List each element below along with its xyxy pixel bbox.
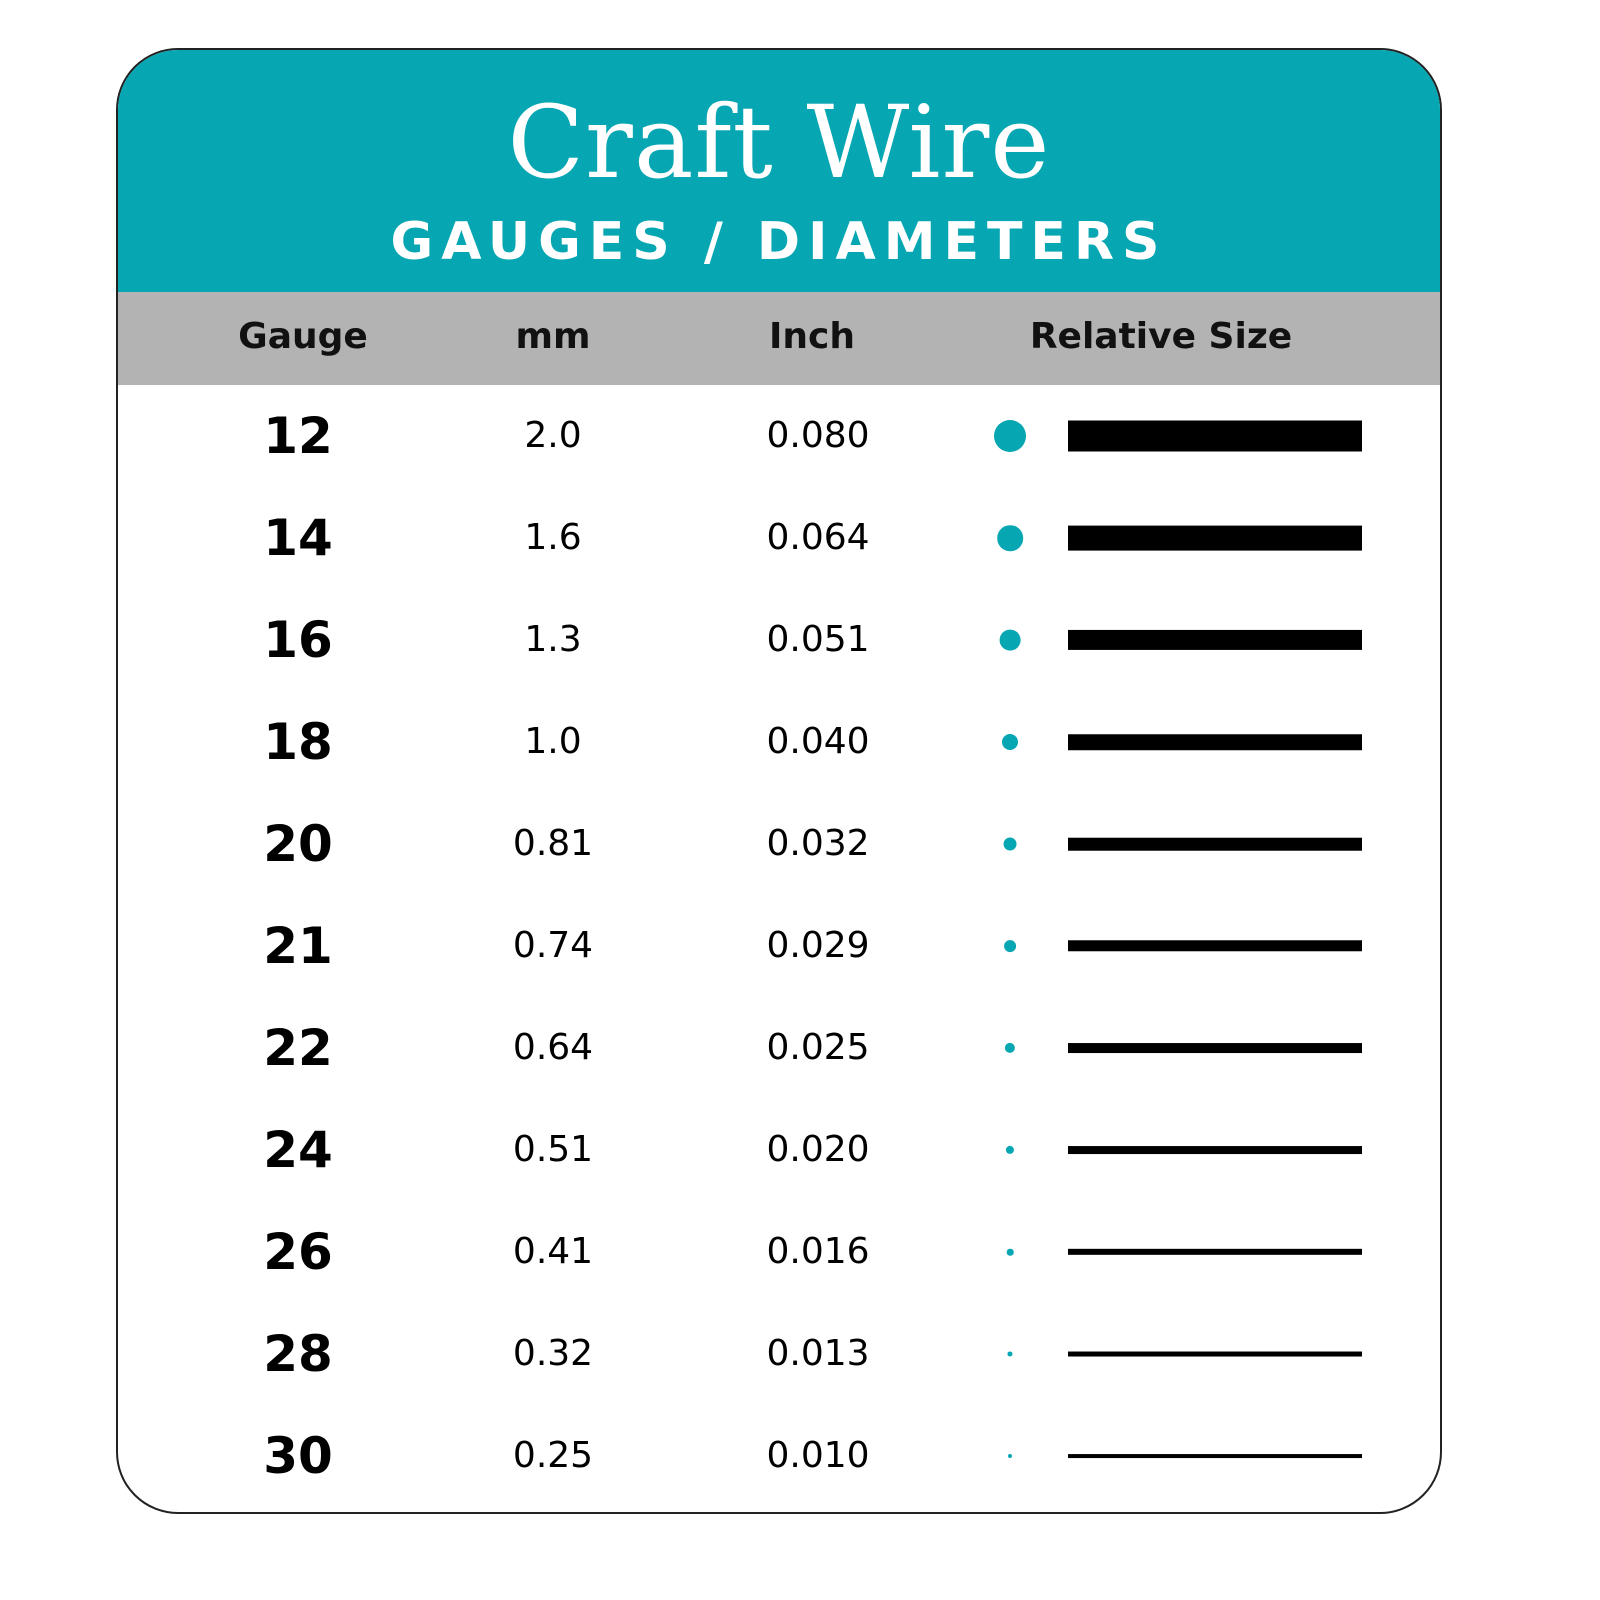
table-row: 16 1.3 0.051	[118, 589, 1440, 691]
table-row: 12 2.0 0.080	[118, 385, 1440, 487]
wire-thickness-bar	[1068, 1351, 1362, 1357]
cell-inch: 0.040	[766, 721, 870, 762]
wire-cross-section-dot	[1007, 1351, 1013, 1357]
table-row: 22 0.64 0.025	[118, 997, 1440, 1099]
wire-cross-section-dot	[1003, 837, 1017, 851]
cell-gauge: 20	[263, 815, 333, 873]
wire-thickness-bar	[1068, 940, 1362, 952]
cell-gauge: 14	[263, 509, 333, 567]
column-header-mm: mm	[515, 316, 591, 357]
cell-mm: 0.74	[512, 925, 594, 966]
cell-mm: 0.32	[512, 1333, 594, 1374]
column-header-inch: Inch	[769, 316, 855, 357]
cell-gauge: 28	[263, 1325, 333, 1383]
cell-gauge: 18	[263, 713, 333, 771]
table-row: 20 0.81 0.032	[118, 793, 1440, 895]
wire-cross-section-dot	[997, 525, 1023, 551]
cell-mm: 0.41	[512, 1231, 594, 1272]
cell-inch: 0.010	[766, 1435, 870, 1476]
cell-inch: 0.080	[766, 415, 870, 456]
wire-cross-section-dot	[999, 629, 1021, 651]
cell-inch: 0.029	[766, 925, 870, 966]
column-header-relative-size: Relative Size	[1029, 316, 1293, 357]
wire-thickness-bar	[1068, 420, 1362, 452]
wire-cross-section-dot	[1005, 1145, 1015, 1155]
cell-mm: 0.51	[512, 1129, 594, 1170]
wire-thickness-bar	[1068, 837, 1362, 851]
table-row: 26 0.41 0.016	[118, 1201, 1440, 1303]
wire-thickness-bar	[1068, 1454, 1362, 1458]
wire-cross-section-dot	[994, 420, 1026, 452]
cell-inch: 0.020	[766, 1129, 870, 1170]
cell-gauge: 12	[263, 407, 333, 465]
cell-inch: 0.016	[766, 1231, 870, 1272]
wire-cross-section-dot	[1006, 1248, 1014, 1256]
cell-mm: 0.81	[512, 823, 594, 864]
cell-gauge: 16	[263, 611, 333, 669]
cell-inch: 0.064	[766, 517, 870, 558]
cell-inch: 0.051	[766, 619, 870, 660]
table-row: 21 0.74 0.029	[118, 895, 1440, 997]
wire-cross-section-dot	[1002, 734, 1018, 750]
wire-thickness-bar	[1068, 1248, 1362, 1256]
cell-mm: 1.6	[524, 517, 582, 558]
wire-cross-section-dot	[1008, 1454, 1012, 1458]
table-row: 30 0.25 0.010	[118, 1405, 1440, 1507]
cell-mm: 2.0	[524, 415, 582, 456]
column-header-row: Gauge mm Inch Relative Size	[118, 292, 1440, 385]
cell-inch: 0.032	[766, 823, 870, 864]
cell-inch: 0.025	[766, 1027, 870, 1068]
cell-gauge: 26	[263, 1223, 333, 1281]
page-subtitle: GAUGES / DIAMETERS	[390, 212, 1168, 272]
wire-thickness-bar	[1068, 1146, 1362, 1154]
wire-gauge-card: Craft Wire GAUGES / DIAMETERS Gauge mm I…	[116, 48, 1442, 1514]
cell-gauge: 22	[263, 1019, 333, 1077]
cell-mm: 0.25	[512, 1435, 594, 1476]
page-title: Craft Wire	[507, 84, 1051, 201]
cell-inch: 0.013	[766, 1333, 870, 1374]
cell-mm: 1.0	[524, 721, 582, 762]
cell-mm: 0.64	[512, 1027, 594, 1068]
table-row: 18 1.0 0.040	[118, 691, 1440, 793]
wire-thickness-bar	[1068, 629, 1362, 651]
table-row: 28 0.32 0.013	[118, 1303, 1440, 1405]
cell-gauge: 21	[263, 917, 333, 975]
cell-gauge: 30	[263, 1427, 333, 1485]
wire-thickness-bar	[1068, 734, 1362, 750]
wire-cross-section-dot	[1004, 940, 1016, 952]
wire-cross-section-dot	[1004, 1042, 1016, 1054]
cell-mm: 1.3	[524, 619, 582, 660]
table-row: 14 1.6 0.064	[118, 487, 1440, 589]
cell-gauge: 24	[263, 1121, 333, 1179]
table-row: 24 0.51 0.020	[118, 1099, 1440, 1201]
wire-thickness-bar	[1068, 1043, 1362, 1053]
column-header-gauge: Gauge	[238, 316, 368, 357]
header-banner: Craft Wire GAUGES / DIAMETERS	[118, 50, 1440, 292]
wire-thickness-bar	[1068, 525, 1362, 551]
